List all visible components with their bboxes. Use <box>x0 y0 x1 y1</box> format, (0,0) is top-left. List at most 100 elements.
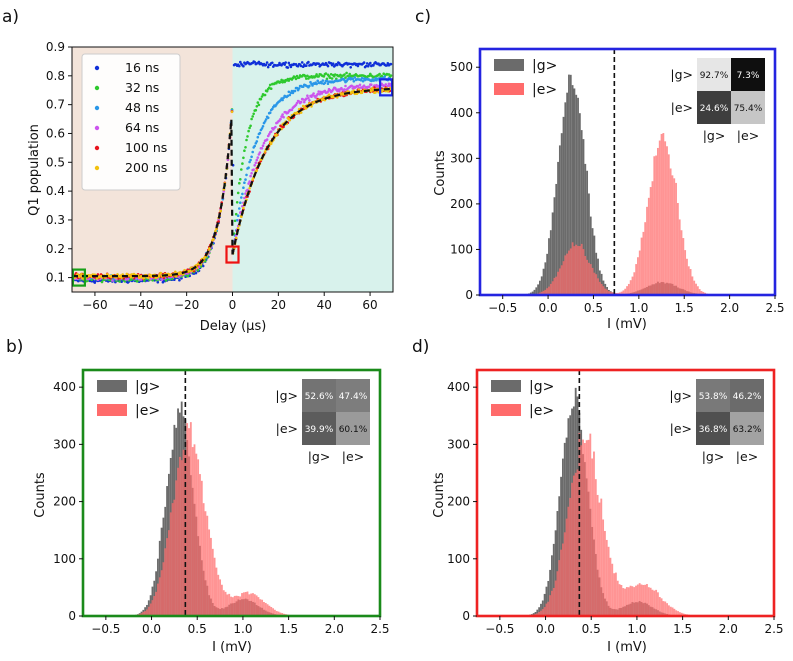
legend-marker <box>94 125 100 131</box>
data-point <box>326 64 330 68</box>
matrix-cell <box>730 379 764 412</box>
histogram-bar <box>549 569 552 616</box>
histogram-bar <box>636 584 639 616</box>
data-point <box>256 135 260 139</box>
data-point <box>203 259 207 263</box>
histogram-bar <box>604 288 607 295</box>
histogram-bar <box>649 587 652 616</box>
data-point <box>348 72 352 76</box>
histogram-bar <box>682 238 685 295</box>
histogram-bar <box>162 562 165 616</box>
histogram-bar <box>275 611 278 616</box>
histogram-bar <box>252 593 254 616</box>
histogram-bar <box>635 585 637 616</box>
histogram-bar <box>279 612 282 616</box>
histogram-bar <box>541 609 544 616</box>
histogram-bar <box>555 276 558 295</box>
data-point <box>243 149 246 152</box>
data-point <box>369 61 372 65</box>
histogram-bar <box>563 532 566 616</box>
histogram-bar <box>676 202 679 295</box>
histogram-bar <box>164 548 167 616</box>
data-point <box>236 214 240 217</box>
y-tick-label: 100 <box>450 242 473 256</box>
panel-b-legend: |g> |e> <box>97 379 160 419</box>
y-tick-label: 200 <box>53 495 76 509</box>
data-point <box>188 269 191 273</box>
matrix-cell <box>697 91 731 124</box>
histogram-bar <box>638 250 641 295</box>
matrix-value: 36.8% <box>699 425 728 435</box>
y-tick-label: 0.4 <box>46 184 65 198</box>
histogram-bar <box>660 133 663 295</box>
x-tick-label: −20 <box>174 298 199 312</box>
histogram-bar <box>566 92 569 295</box>
data-point <box>115 278 118 281</box>
data-point <box>384 83 388 86</box>
y-tick-label: 500 <box>450 60 473 74</box>
histogram-bar <box>605 539 608 616</box>
red-box <box>225 245 240 264</box>
legend-swatch <box>97 404 127 416</box>
histogram-bar <box>231 597 234 616</box>
data-point <box>365 62 369 65</box>
histogram-bar <box>569 497 572 616</box>
data-point <box>325 79 329 83</box>
data-point <box>252 168 255 171</box>
data-point <box>269 87 273 90</box>
legend-swatch <box>491 380 521 392</box>
data-point <box>305 77 308 80</box>
histogram-bar <box>213 557 216 616</box>
data-point <box>268 111 272 114</box>
y-tick-label: 0.2 <box>46 242 65 256</box>
data-point <box>240 196 243 199</box>
histogram-bar <box>558 268 561 295</box>
histogram-bar <box>551 212 554 295</box>
data-point <box>248 180 251 183</box>
panel-c-confusion-matrix: 92.7% 7.3% |g> 24.6% 75.4% |e> |g> |e> <box>670 58 765 143</box>
histogram-bar <box>186 423 189 616</box>
histogram-bar <box>664 141 667 295</box>
histogram-bar <box>642 584 645 616</box>
histogram-bar <box>629 280 632 295</box>
panel-b-axes: −0.5 0.0 0.5 1.0 1.5 2.0 2.5 0 100 200 300 400 <box>53 368 390 636</box>
histogram-bar <box>589 264 592 295</box>
histogram-bar <box>657 592 659 616</box>
histogram-bar <box>259 599 262 616</box>
histogram-bar <box>560 549 562 616</box>
histogram-bar <box>235 595 238 616</box>
data-point <box>282 96 285 100</box>
data-point <box>239 201 242 204</box>
histogram-bar <box>544 289 547 295</box>
data-point <box>258 131 262 135</box>
matrix-value: 53.8% <box>699 392 728 402</box>
y-tick-label: 100 <box>53 552 76 566</box>
panel-a-label: a) <box>2 7 19 27</box>
x-tick-label: 2.0 <box>719 622 738 636</box>
data-point <box>320 81 324 85</box>
histogram-bar <box>547 601 550 616</box>
data-point <box>268 83 272 87</box>
data-point <box>244 192 247 195</box>
data-point <box>244 146 247 149</box>
data-point <box>282 115 285 119</box>
histogram-bar <box>222 590 225 616</box>
data-point <box>308 99 311 102</box>
data-point <box>219 209 222 213</box>
y-tick-label: 0.7 <box>46 98 65 112</box>
histogram-bar <box>680 230 683 295</box>
histogram-bar <box>678 219 681 295</box>
y-tick-label: 400 <box>450 106 473 120</box>
histogram-bar <box>655 155 657 295</box>
legend-label: |e> <box>135 403 160 419</box>
histogram-bar <box>613 573 615 616</box>
histogram-bar <box>667 154 670 295</box>
data-point <box>201 264 205 268</box>
histogram-bar <box>607 291 610 295</box>
histogram-bar <box>593 272 596 295</box>
legend-label: 32 ns <box>125 80 159 95</box>
data-point <box>304 74 307 78</box>
histogram-bar <box>169 512 172 616</box>
matrix-cell <box>731 58 765 91</box>
legend-swatch <box>494 83 524 95</box>
